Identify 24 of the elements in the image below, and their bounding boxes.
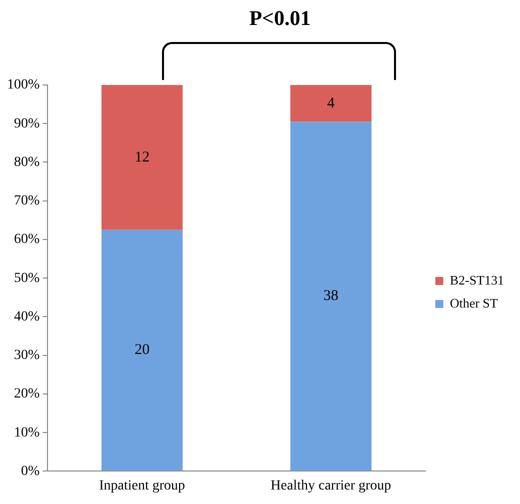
y-tick-label: 10% (14, 425, 40, 440)
legend-label: B2-ST131 (450, 272, 504, 288)
y-tick-label: 50% (14, 270, 40, 286)
bar (290, 122, 372, 471)
y-tick-label: 100% (6, 78, 40, 93)
bar (101, 230, 183, 471)
legend-label: Other ST (450, 295, 498, 310)
y-tick-label: 80% (14, 154, 40, 170)
text: P<0.01 (248, 6, 312, 31)
annotation: 4 (327, 95, 336, 112)
y-tick-label: 70% (14, 194, 40, 209)
annotation: 20 (134, 342, 150, 358)
annotation: 38 (323, 288, 338, 304)
bar (101, 85, 183, 230)
x-tick-label: Inpatient group (99, 478, 186, 494)
y-tick-label: 90% (14, 116, 40, 132)
bar (290, 85, 372, 122)
annotation: 12 (134, 149, 150, 166)
y-tick-label: 30% (14, 348, 40, 364)
y-tick-label: 60% (14, 232, 40, 248)
x-tick-label: Healthy carrier group (270, 478, 392, 494)
y-tick-label: 20% (14, 386, 40, 402)
y-tick-label: 0% (20, 464, 40, 479)
y-tick-label: 40% (14, 309, 40, 324)
